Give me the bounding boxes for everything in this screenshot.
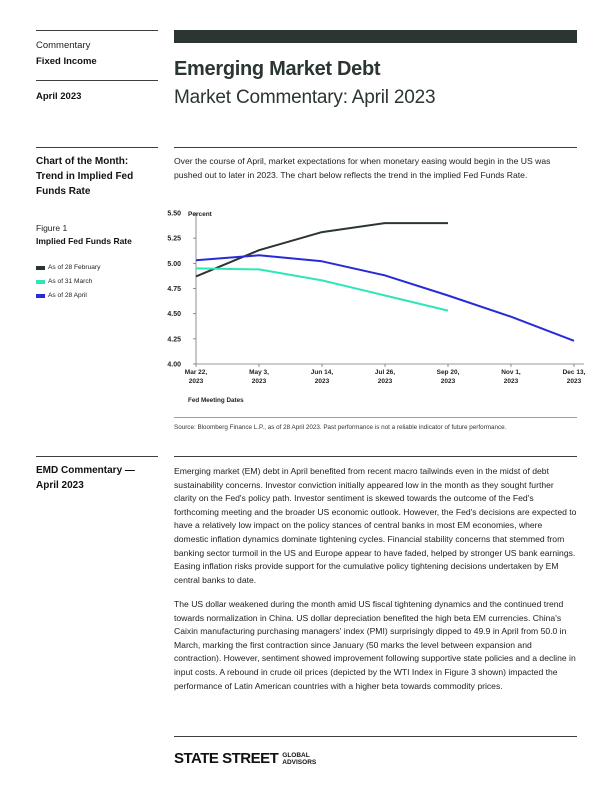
logo-wordmark: STATE STREET [174, 750, 279, 767]
x-tick-label: 2023 [252, 378, 267, 385]
commentary-right-rule [174, 456, 577, 457]
header-bar [174, 30, 577, 43]
page-title: Emerging Market Debt [174, 58, 381, 80]
x-tick-label: Jul 26, [375, 369, 395, 376]
series-line-2 [195, 254, 575, 342]
commentary-paragraph-2: The US dollar weakened during the month … [174, 599, 576, 691]
y-tick-label: 5.00 [167, 261, 181, 268]
legend-label-feb: As of 28 February [48, 264, 101, 271]
x-tick-label: 2023 [315, 378, 330, 385]
x-tick-label: 2023 [504, 378, 519, 385]
x-tick-label: 2023 [378, 378, 393, 385]
commentary-paragraph-1: Emerging market (EM) debt in April benef… [174, 466, 577, 585]
header-bottom-rule [174, 147, 577, 148]
y-tick-label: 4.00 [167, 362, 181, 369]
x-tick-label: Jun 14, [311, 369, 334, 376]
legend-swatch-mar [36, 279, 45, 284]
legend-item-mar: As of 31 March [36, 278, 92, 285]
legend-item-feb: As of 28 February [36, 264, 100, 271]
legend-item-apr: As of 28 April [36, 292, 87, 299]
legend-label-apr: As of 28 April [48, 292, 87, 299]
logo-sub: GLOBAL ADVISORS [282, 752, 316, 766]
sidebar-top-rule [36, 30, 158, 31]
x-tick-label: Mar 22, [185, 369, 208, 376]
state-street-logo: STATE STREET GLOBAL ADVISORS [174, 750, 316, 767]
x-tick-label: Sep 20, [437, 369, 460, 376]
series-line-0 [195, 222, 448, 278]
sidebar-mid-rule [36, 80, 158, 81]
page-subtitle: Market Commentary: April 2023 [174, 87, 436, 108]
y-tick-label: 4.75 [167, 286, 181, 293]
y-tick-label: 5.25 [167, 236, 181, 243]
category-label: Commentary [36, 40, 91, 51]
x-tick-label: 2023 [567, 378, 582, 385]
y-tick-label: 5.50 [167, 211, 181, 218]
legend-swatch-feb [36, 265, 45, 270]
commentary-left-rule [36, 456, 158, 457]
x-tick-label: Dec 13, [563, 369, 586, 376]
x-axis-title: Fed Meeting Dates [188, 397, 244, 404]
chart-section-heading: Chart of the Month: Trend in Implied Fed… [36, 156, 134, 197]
series-line-1 [195, 267, 449, 312]
chart-intro-text: Over the course of April, market expecta… [174, 156, 551, 180]
figure-title: Implied Fed Funds Rate [36, 236, 132, 246]
chart-section-left-rule [36, 147, 158, 148]
legend-swatch-apr [36, 293, 45, 298]
implied-fed-funds-chart: 5.50 5.25 5.00 4.75 4.50 4.25 4.00 Percent Mar 2… [167, 211, 586, 405]
x-tick-label: Nov 1, [501, 369, 521, 376]
chart-source-note: Source: Bloomberg Finance L.P., as of 28… [174, 424, 507, 431]
y-tick-label: 4.25 [167, 336, 181, 343]
figure-label: Figure 1 [36, 223, 68, 233]
logo-sub-line1: GLOBAL [282, 751, 310, 759]
commentary-heading: EMD Commentary — April 2023 [36, 465, 135, 491]
legend-label-mar: As of 31 March [48, 278, 93, 285]
x-tick-label: May 3, [249, 369, 269, 376]
logo-sub-line2: ADVISORS [282, 758, 317, 766]
footer-rule [174, 736, 577, 737]
subcategory-label: Fixed Income [36, 56, 97, 67]
y-axis-title: Percent [188, 211, 213, 218]
x-tick-label: 2023 [189, 378, 204, 385]
source-rule [174, 417, 577, 418]
date-label: April 2023 [36, 91, 82, 102]
y-tick-label: 4.50 [167, 311, 181, 318]
x-tick-label: 2023 [441, 378, 456, 385]
